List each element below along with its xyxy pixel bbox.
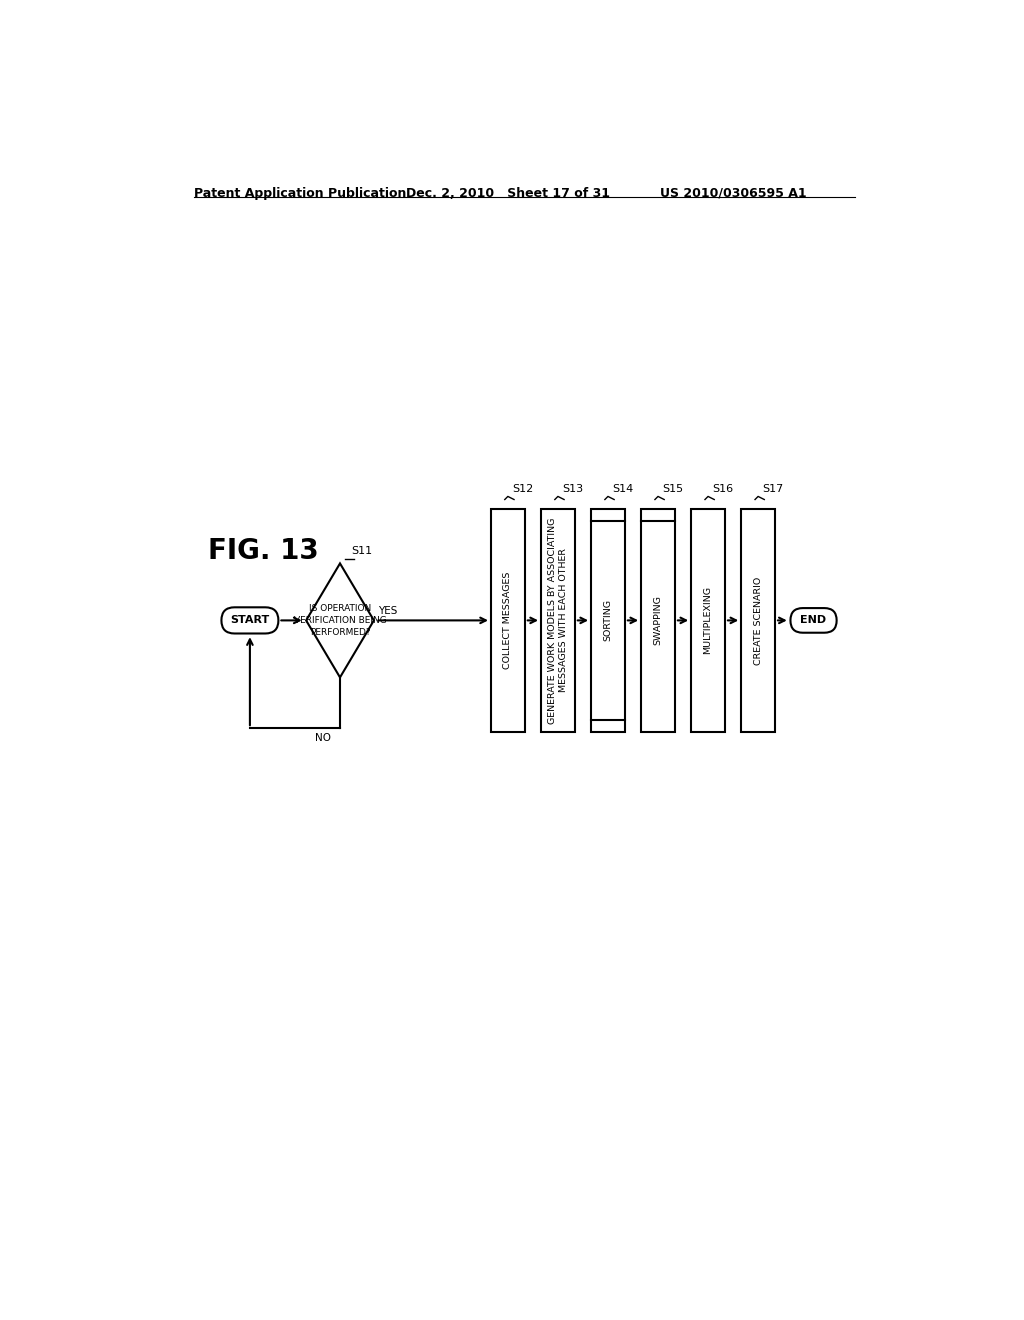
FancyBboxPatch shape [791,609,837,632]
Text: COLLECT MESSAGES: COLLECT MESSAGES [504,572,512,669]
Bar [490,508,525,733]
Text: US 2010/0306595 A1: US 2010/0306595 A1 [660,187,807,199]
Text: SORTING: SORTING [603,599,612,642]
Text: MULTIPLEXING: MULTIPLEXING [703,586,713,655]
Bar [591,508,625,733]
Text: GENERATE WORK MODELS BY ASSOCIATING
MESSAGES WITH EACH OTHER: GENERATE WORK MODELS BY ASSOCIATING MESS… [548,517,568,723]
Bar [691,508,725,733]
Bar [741,508,775,733]
Bar [641,508,675,733]
Text: S16: S16 [713,483,734,494]
Text: Dec. 2, 2010   Sheet 17 of 31: Dec. 2, 2010 Sheet 17 of 31 [407,187,610,199]
Text: S11: S11 [351,545,372,556]
Text: END: END [801,615,826,626]
Text: NO: NO [315,733,331,743]
Text: CREATE SCENARIO: CREATE SCENARIO [754,577,763,664]
Text: S17: S17 [763,483,784,494]
Text: S14: S14 [612,483,634,494]
Text: S12: S12 [512,483,534,494]
Text: S13: S13 [562,483,584,494]
Polygon shape [306,564,374,677]
Text: Patent Application Publication: Patent Application Publication [195,187,407,199]
Text: IS OPERATION
VERIFICATION BEING
PERFORMED?: IS OPERATION VERIFICATION BEING PERFORME… [294,605,386,636]
Text: START: START [230,615,269,626]
Text: YES: YES [378,606,397,615]
Text: FIG. 13: FIG. 13 [208,537,318,565]
FancyBboxPatch shape [221,607,279,634]
Text: SWAPPING: SWAPPING [653,595,663,645]
Bar [541,508,574,733]
Text: S15: S15 [663,483,684,494]
